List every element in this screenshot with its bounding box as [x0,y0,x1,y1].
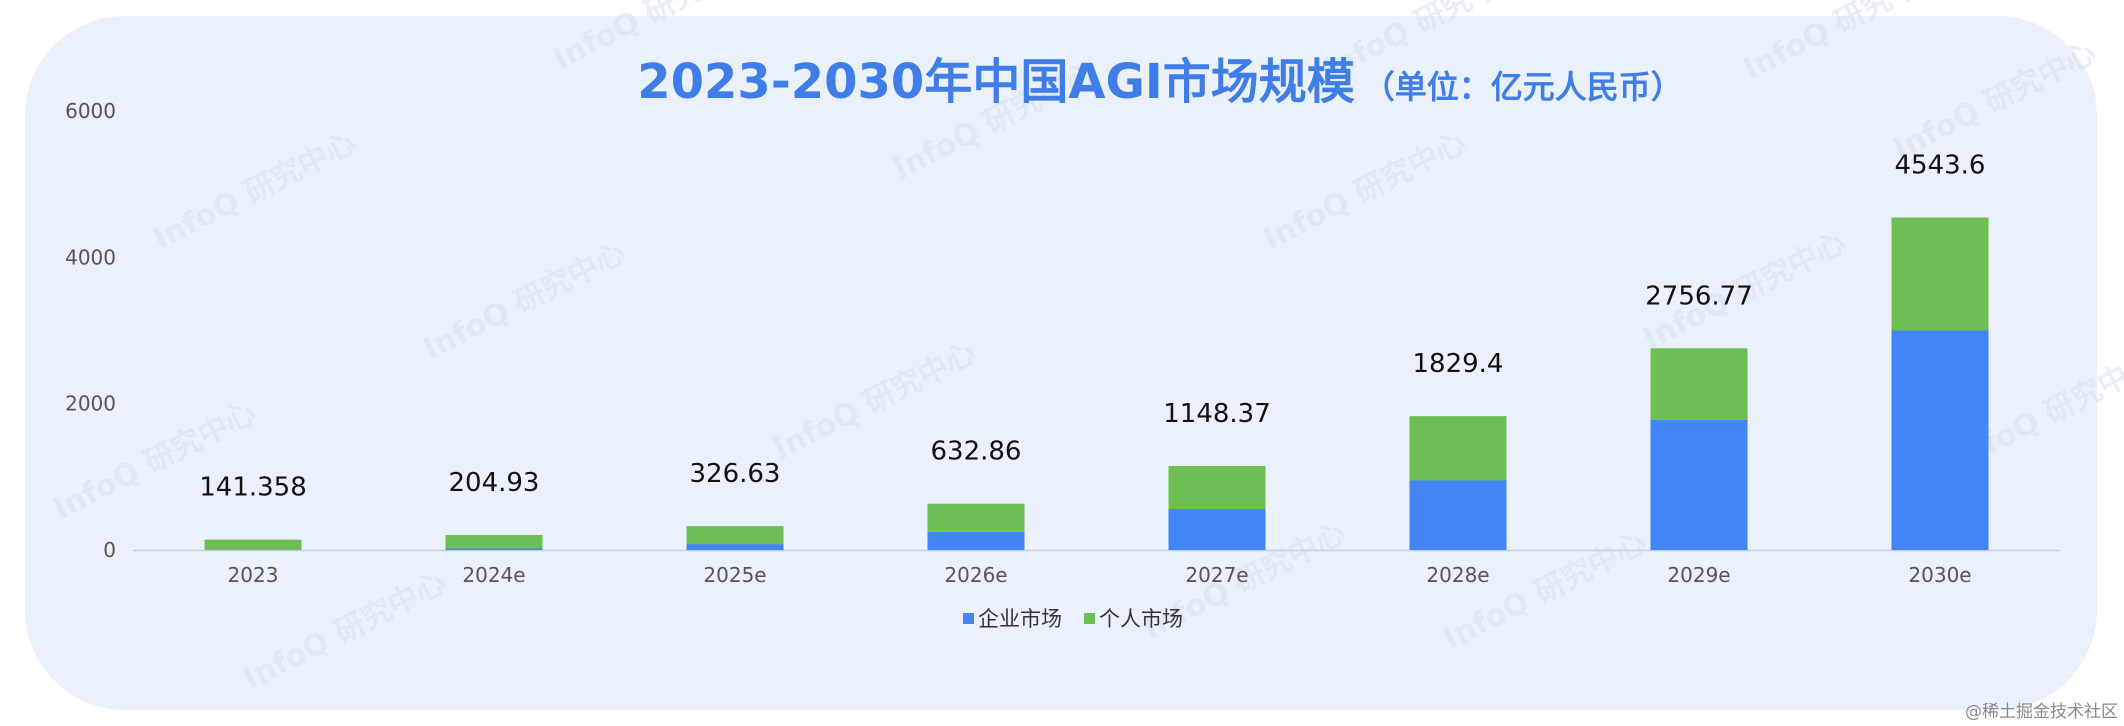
bar-segment [1891,217,1989,331]
total-labels: 141.358 204.93 326.63 632.86 1148.37 1829.4 27… [199,151,1985,503]
legend: 企业市场 个人市场 [963,607,1183,631]
y-tick-label: 0 [103,538,116,562]
total-data-label: 326.63 [690,459,781,489]
x-tick-label: 2025e [703,563,766,587]
chart-title-unit: （单位：亿元人民币） [1363,68,1683,106]
chart-title-main: 2023-2030年中国AGI市场规模 [637,54,1355,110]
watermark-text: InfoQ 研究中心 [1888,35,2102,167]
watermark-text: InfoQ 研究中心 [1738,0,1952,87]
bar-segment [445,535,543,549]
x-tick-label: 2024e [462,563,525,587]
legend-label: 企业市场 [978,607,1062,631]
x-tick-label: 2027e [1185,563,1248,587]
total-data-label: 4543.6 [1895,151,1986,181]
watermark-text: InfoQ 研究中心 [418,235,632,367]
bar-segment [1409,480,1507,550]
bar-segment [927,503,1025,532]
bars-layer [204,217,1989,550]
total-data-label: 1829.4 [1413,349,1504,379]
bar-segment [204,539,302,550]
x-tick-label: 2028e [1426,563,1489,587]
bar-segment [1168,509,1266,550]
watermark-text: InfoQ 研究中心 [1258,125,1472,257]
source-credit: @稀土掘金技术社区 [1965,702,2118,722]
y-tick-label: 4000 [65,245,116,269]
bar-segment [1650,348,1748,420]
bar-segment [927,531,1025,550]
total-data-label: 141.358 [199,473,307,503]
total-data-label: 204.93 [449,468,540,498]
total-data-label: 632.86 [931,437,1022,467]
total-data-label: 2756.77 [1645,281,1753,311]
bar-segment [1891,330,1989,550]
x-tick-label: 2023 [228,563,279,587]
bar-segment [686,526,784,545]
legend-label: 个人市场 [1099,607,1183,631]
y-tick-label: 2000 [65,392,116,416]
watermark-text: InfoQ 研究中心 [148,125,362,257]
legend-swatch [963,613,974,624]
x-tick-label: 2026e [944,563,1007,587]
chart-card [25,16,2097,710]
bar-segment [445,548,543,550]
total-data-label: 1148.37 [1163,399,1271,429]
bar-segment [1168,465,1266,510]
x-tick-label: 2030e [1908,563,1971,587]
chart-title: 2023-2030年中国AGI市场规模 （单位：亿元人民币） [637,54,1683,110]
x-tick-label: 2029e [1667,563,1730,587]
x-axis: 2023 2024e 2025e 2026e 2027e 2028e 2029e 2030e [228,563,1972,587]
y-tick-label: 6000 [65,99,116,123]
bar-segment [686,544,784,550]
bar-segment [1409,416,1507,481]
y-axis: 0 2000 4000 6000 [65,99,116,562]
bar-segment [1650,419,1748,550]
legend-swatch [1084,613,1095,624]
